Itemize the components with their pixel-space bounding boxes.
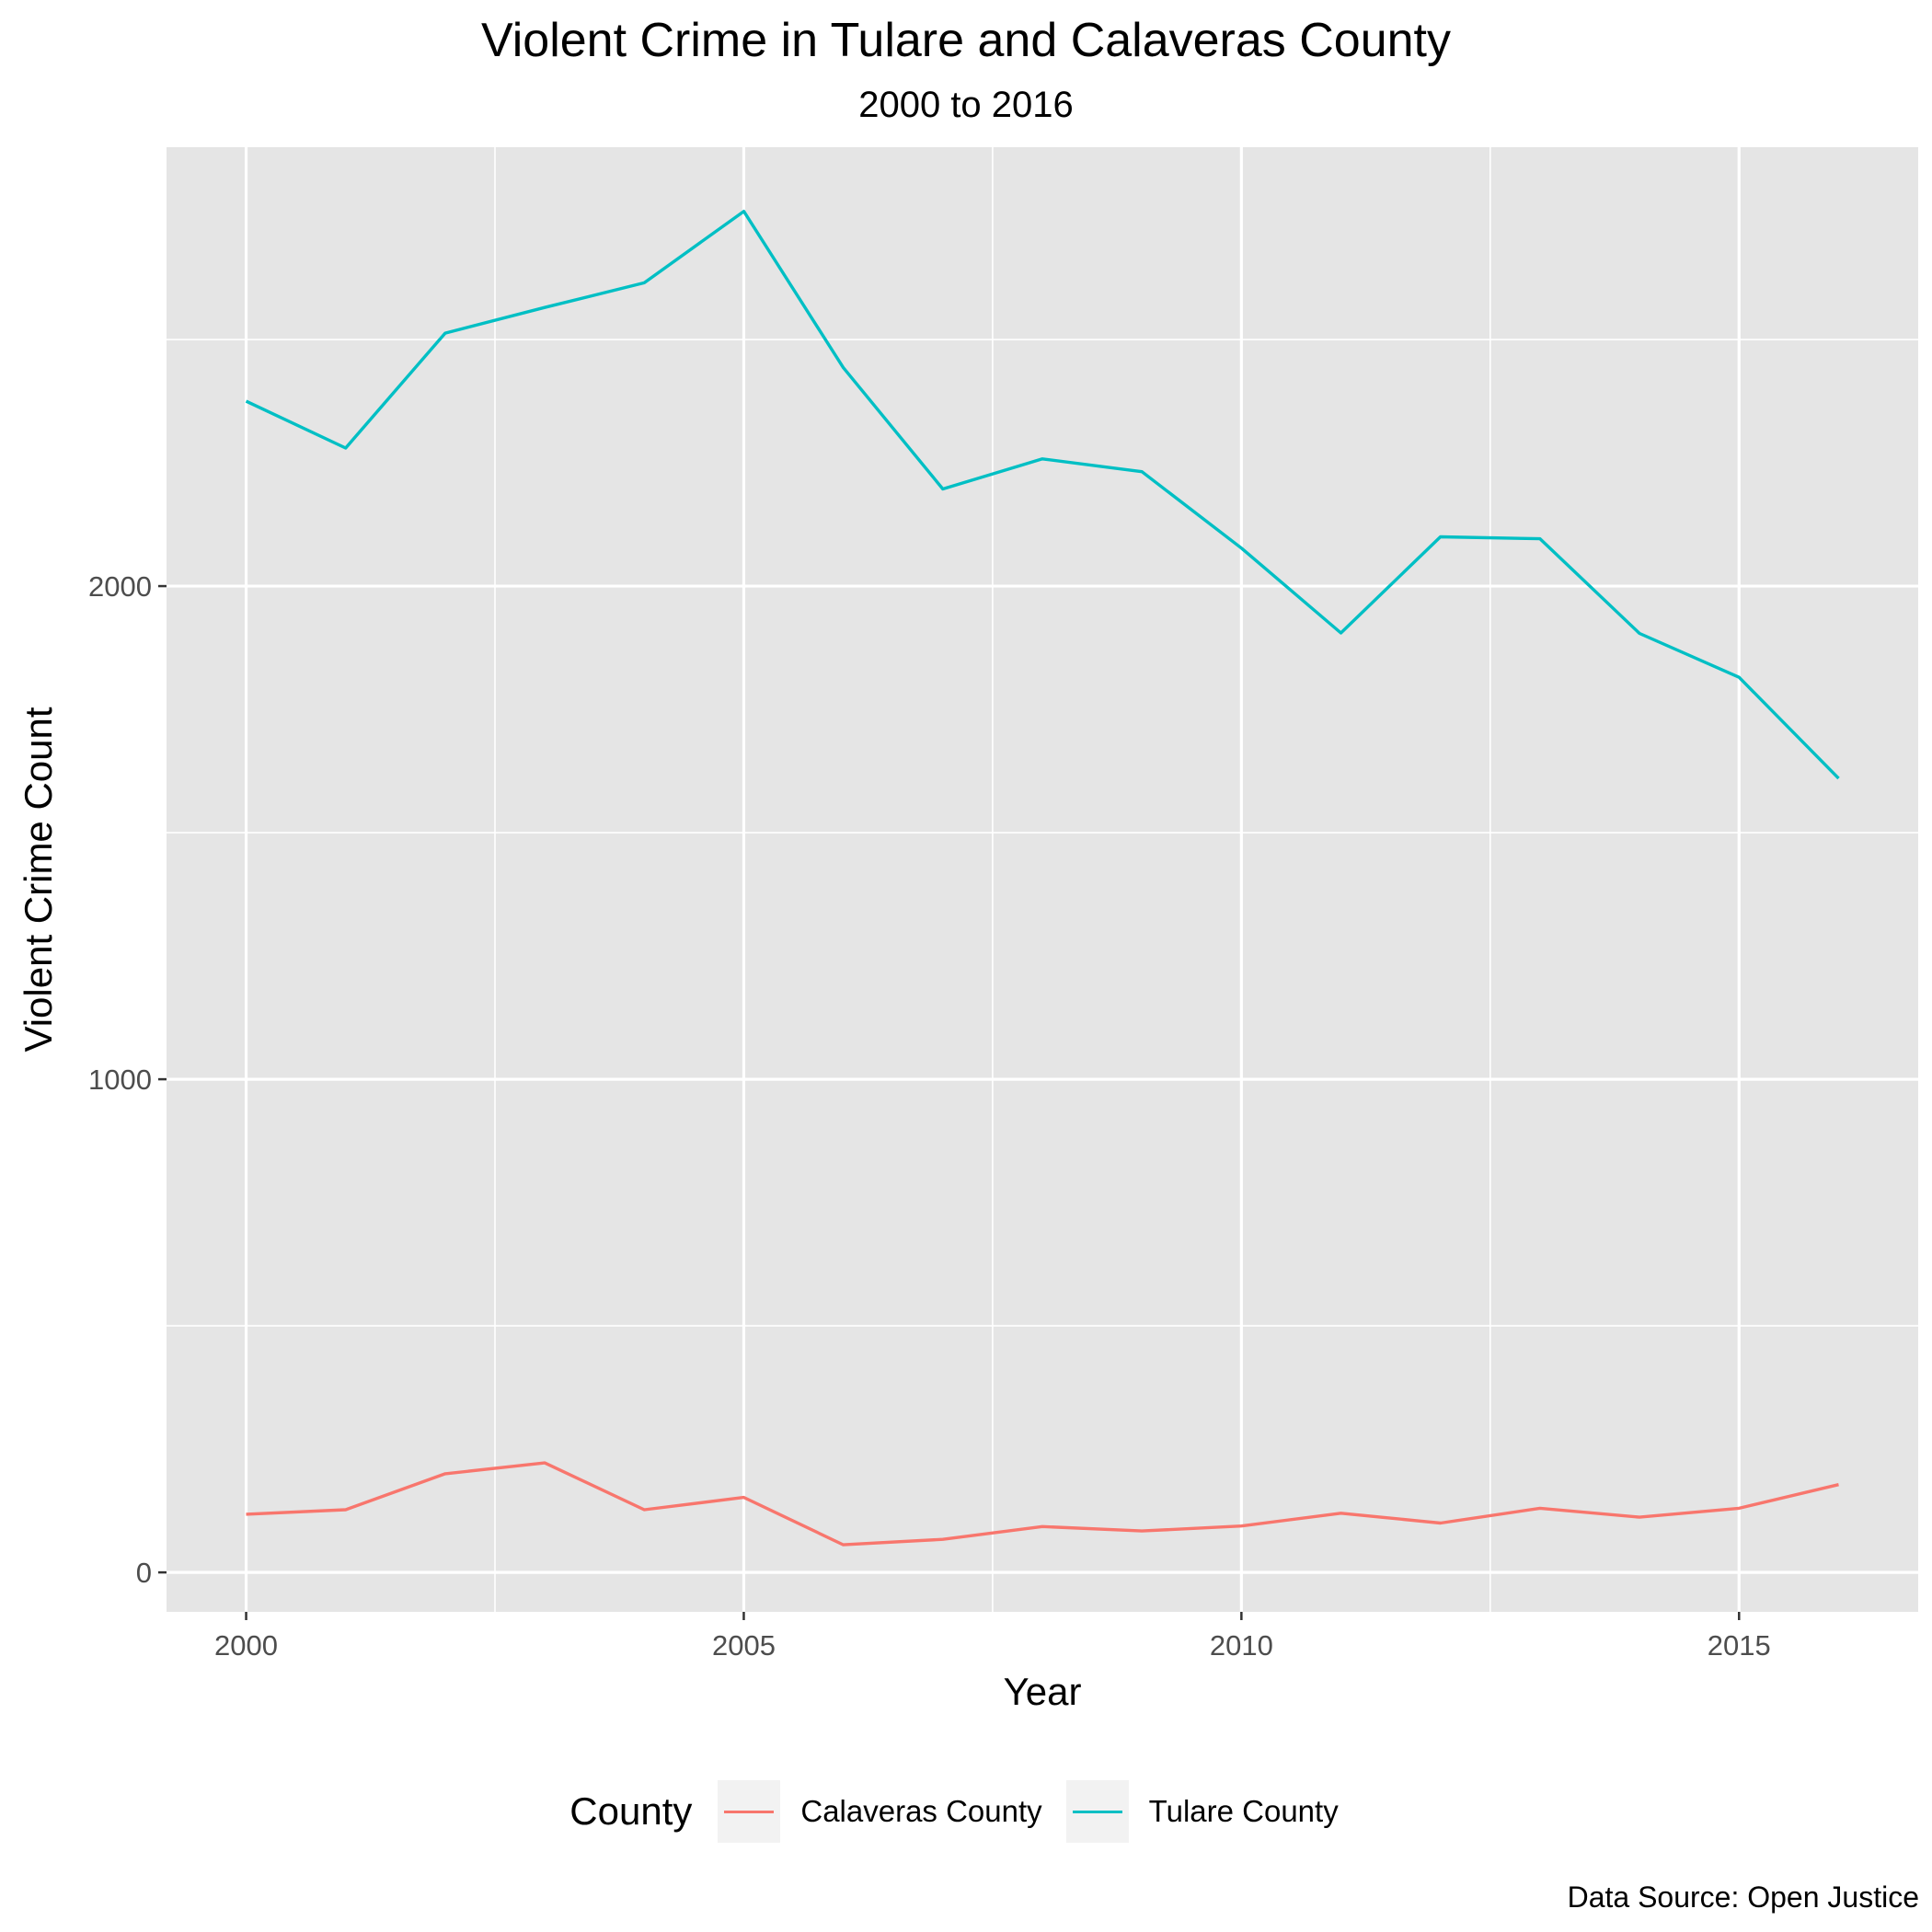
major-gridlines [167, 147, 1918, 1612]
x-tick-label: 2010 [1210, 1629, 1273, 1662]
legend-label-calaveras: Calaveras County [800, 1794, 1042, 1828]
data-source-caption: Data Source: Open Justice [1567, 1880, 1919, 1914]
series-lines [245, 209, 1840, 1547]
x-tick-label: 2005 [712, 1629, 776, 1662]
minor-gridlines [167, 147, 1918, 1612]
x-axis-title: Year [1004, 1670, 1082, 1713]
plot-panel [167, 147, 1918, 1612]
legend-label-tulare: Tulare County [1148, 1794, 1339, 1828]
series-line-tulare-county [245, 209, 1840, 780]
x-tick-label: 2000 [214, 1629, 278, 1662]
legend-title: County [569, 1789, 693, 1833]
legend-item-calaveras: Calaveras County [718, 1780, 1042, 1843]
legend-item-tulare: Tulare County [1065, 1780, 1339, 1843]
chart-subtitle: 2000 to 2016 [858, 85, 1074, 125]
y-tick-label: 2000 [88, 570, 152, 603]
legend-key-calaveras [718, 1780, 781, 1843]
legend: County Calaveras County Tulare County [0, 1779, 1932, 1844]
axes: 2000 2005 2010 2015 0 1000 2000 [88, 570, 1771, 1662]
series-line-calaveras-county [246, 1461, 1839, 1547]
y-tick-label: 0 [136, 1557, 152, 1589]
y-tick-label: 1000 [88, 1064, 152, 1096]
y-axis-title: Violent Crime Count [17, 707, 60, 1052]
legend-key-tulare [1065, 1780, 1129, 1843]
x-tick-label: 2015 [1708, 1629, 1771, 1662]
chart-title: Violent Crime in Tulare and Calaveras Co… [480, 14, 1451, 67]
